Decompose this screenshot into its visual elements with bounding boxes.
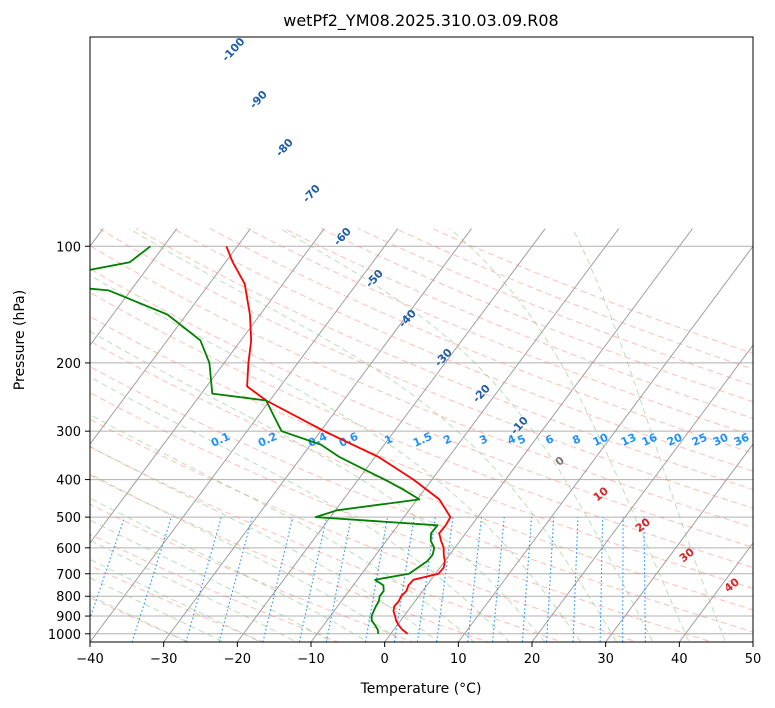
isotherm-line <box>90 228 325 544</box>
mixing-ratio-line <box>218 516 253 642</box>
isotherm-line <box>90 228 399 642</box>
dry-adiabat-line <box>90 268 753 548</box>
x-tick-label: −40 <box>76 652 103 667</box>
dry-adiabat-line <box>90 315 753 589</box>
x-tick-label: −10 <box>297 652 324 667</box>
mixing-ratio-label: 36 <box>732 431 752 449</box>
x-tick-label: −30 <box>150 652 177 667</box>
isotherm-line <box>90 228 178 347</box>
moist-adiabat-line <box>90 414 475 642</box>
x-tick-label: 40 <box>671 652 688 667</box>
x-tick-label: 10 <box>450 652 467 667</box>
x-tick-label: −20 <box>224 652 251 667</box>
y-tick-label: 200 <box>56 357 81 372</box>
moist-adiabat-line <box>90 558 262 642</box>
y-tick-label: 800 <box>56 590 81 605</box>
y-tick-label: 400 <box>56 474 81 489</box>
dry-adiabat-line <box>283 228 753 419</box>
y-axis-label: Pressure (hPa) <box>12 290 28 390</box>
moist-adiabat-line <box>90 330 546 642</box>
dry-adiabat-line <box>90 365 753 633</box>
dry-adiabat-line <box>209 228 753 454</box>
y-axis: 100 200 300 400 500 600 700 800 900 1000 <box>48 240 90 643</box>
y-tick-label: 700 <box>56 568 81 583</box>
chart-title: wetPf2_YM08.2025.310.03.09.R08 <box>283 11 558 31</box>
moist-adiabat-line <box>90 274 582 642</box>
isotherm-line <box>236 228 546 642</box>
moist-adiabat-line <box>90 445 440 642</box>
moist-adiabat-line <box>279 228 654 642</box>
mixing-ratio-label: 20 <box>665 431 685 449</box>
x-tick-label: 20 <box>524 652 541 667</box>
isotherm-line <box>310 228 620 642</box>
moist-adiabat-line <box>449 228 690 642</box>
y-tick-label: 500 <box>56 511 81 526</box>
moist-adiabat-line <box>90 577 225 642</box>
isotherm-line <box>384 228 693 642</box>
mixing-ratio-line <box>262 517 294 642</box>
dry-adiabat-line <box>90 503 415 642</box>
dry-adiabat-line <box>90 474 490 642</box>
dry-adiabat-line <box>90 564 265 642</box>
x-tick-label: 0 <box>381 652 389 667</box>
isotherm-line <box>678 542 753 642</box>
dry-adiabat-line <box>90 392 714 642</box>
moist-adiabat-line <box>90 539 298 642</box>
dewpoint-trace <box>90 245 439 634</box>
mixing-ratio-label: 25 <box>690 431 709 449</box>
dry-adiabat-line <box>90 597 191 642</box>
profile-traces <box>90 245 452 635</box>
y-tick-label: 1000 <box>48 628 81 643</box>
isotherm-line <box>605 443 753 642</box>
dry-adiabat-line <box>90 340 753 611</box>
temperature-trace <box>225 245 452 635</box>
x-tick-label: 50 <box>745 652 762 667</box>
mixing-ratio-line <box>90 516 126 621</box>
dry-adiabat-line <box>135 228 753 491</box>
moist-adiabat-line <box>128 228 618 642</box>
moist-adiabat-line <box>90 595 189 642</box>
isotherm-line <box>457 245 753 642</box>
mixing-ratio-line <box>364 517 389 642</box>
mixing-ratio-label: 10 <box>591 431 611 449</box>
y-tick-label: 600 <box>56 542 81 557</box>
mixing-ratio-line <box>325 517 352 642</box>
mixing-ratio-label: 30 <box>711 431 731 449</box>
y-tick-label: 900 <box>56 610 81 625</box>
dry-adiabat-line <box>90 291 753 569</box>
dry-adiabat-line <box>90 245 753 529</box>
plot-frame <box>89 36 754 643</box>
mixing-ratio-label: 16 <box>640 431 660 449</box>
moist-adiabat-line <box>90 497 369 642</box>
mixing-ratio-line <box>298 517 328 642</box>
x-axis-label: Temperature (°C) <box>360 681 482 697</box>
mixing-ratio-label: 13 <box>619 431 638 449</box>
y-tick-label: 300 <box>56 425 81 440</box>
x-axis: −40 −30 −20 −10 0 10 20 30 40 50 <box>76 642 761 667</box>
mixing-ratio-line <box>185 516 222 642</box>
x-tick-label: 30 <box>597 652 614 667</box>
dry-adiabat-line <box>90 418 639 642</box>
isotherm-line <box>90 228 251 445</box>
y-tick-label: 100 <box>56 240 81 255</box>
moist-adiabat-line <box>572 228 727 642</box>
